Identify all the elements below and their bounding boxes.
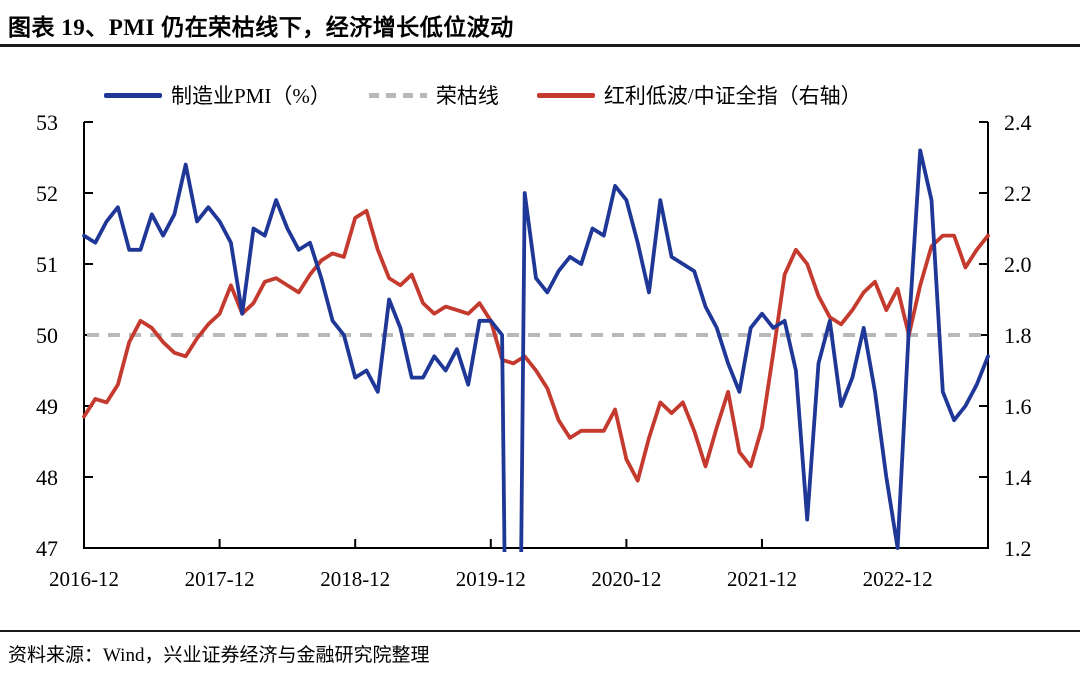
x-axis-tick-label: 2017-12	[185, 567, 255, 591]
left-axis-tick-label: 50	[36, 323, 58, 348]
right-axis-tick-label: 1.8	[1004, 323, 1032, 348]
right-axis-tick-label: 1.2	[1004, 536, 1032, 561]
x-axis-tick-label: 2019-12	[456, 567, 526, 591]
legend-label-ratio: 红利低波/中证全指（右轴）	[603, 84, 862, 108]
right-axis-tick-label: 2.4	[1004, 110, 1032, 135]
footer-divider	[0, 630, 1080, 632]
x-axis-tick-label: 2020-12	[591, 567, 661, 591]
left-axis-tick-label: 53	[36, 110, 58, 135]
ratio-line	[82, 208, 990, 483]
right-axis-tick-label: 1.6	[1004, 394, 1032, 419]
chart-legend: 制造业PMI（%） 荣枯线 红利低波/中证全指（右轴）	[104, 80, 862, 110]
pmi-line-swatch	[104, 92, 162, 98]
left-axis-tick-label: 51	[36, 252, 58, 277]
ratio-line-swatch	[536, 92, 595, 98]
x-axis-tick-label: 2018-12	[320, 567, 390, 591]
legend-label-pmi: 制造业PMI（%）	[171, 84, 331, 108]
threshold-line-swatch	[368, 92, 427, 98]
legend-item-threshold: 荣枯线	[368, 80, 499, 110]
left-axis-tick-label: 47	[36, 536, 58, 561]
pmi-line	[82, 148, 990, 552]
chart-canvas: 53 52 51 50 49 48 47 2.4 2.2 2.0 1.8 1.6 1.4 1.2 2016-…	[36, 110, 1032, 591]
left-axis-tick-label: 52	[36, 181, 58, 206]
right-axis-tick-label: 2.0	[1004, 252, 1032, 277]
legend-label-threshold: 荣枯线	[435, 84, 499, 108]
left-axis-tick-label: 49	[36, 394, 58, 419]
x-axis-tick-label: 2021-12	[727, 567, 797, 591]
pmi-ratio-chart: 53 52 51 50 49 48 47 2.4 2.2 2.0 1.8 1.6 1.4 1.2 2016-…	[0, 50, 1080, 610]
left-axis-tick-label: 48	[36, 465, 58, 490]
legend-item-ratio: 红利低波/中证全指（右轴）	[536, 80, 862, 110]
title-divider	[0, 44, 1080, 47]
x-axis-tick-label: 2022-12	[863, 567, 933, 591]
right-axis-tick-label: 1.4	[1004, 465, 1032, 490]
right-axis-tick-label: 2.2	[1004, 181, 1032, 206]
chart-title: 图表 19、PMI 仍在荣枯线下，经济增长低位波动	[8, 15, 514, 40]
legend-item-pmi: 制造业PMI（%）	[104, 80, 331, 110]
source-note: 资料来源：Wind，兴业证券经济与金融研究院整理	[8, 645, 430, 666]
x-axis-tick-label: 2016-12	[49, 567, 119, 591]
